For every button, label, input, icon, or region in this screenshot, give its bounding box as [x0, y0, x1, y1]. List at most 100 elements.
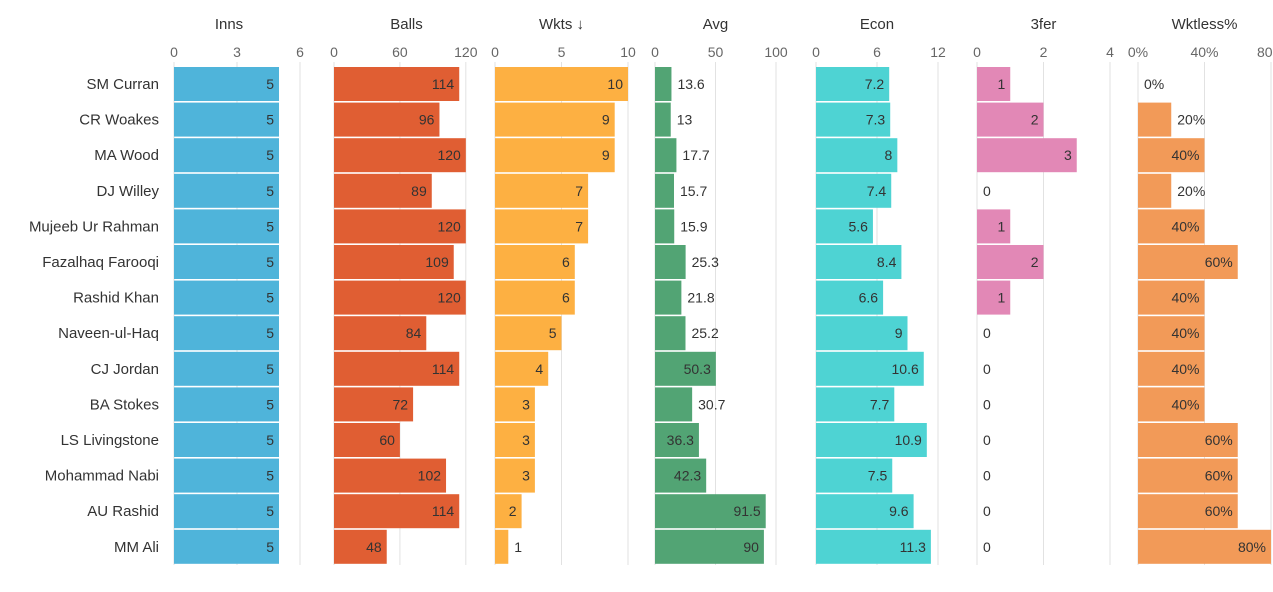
bar — [174, 387, 279, 422]
bar — [495, 316, 562, 351]
value-label: 10 — [607, 76, 623, 92]
bar — [655, 280, 682, 315]
value-label: 60% — [1205, 432, 1233, 448]
panel-1: Balls 0 60 120 114 96 120 89 120 109 120 84 114 72 60 1… — [330, 16, 478, 565]
bar — [816, 387, 895, 422]
value-label: 5 — [266, 76, 274, 92]
value-label: 2 — [1031, 112, 1039, 128]
player-name: BA Stokes — [90, 396, 159, 413]
panel-3: Avg 0 50 100 13.6 13 17.7 15.7 15.9 25.3 21.8 25.2 5… — [651, 16, 788, 565]
tick-label: 120 — [454, 44, 478, 60]
tick-label: 0% — [1128, 44, 1148, 60]
value-label: 0 — [983, 183, 991, 199]
bar — [174, 173, 279, 208]
value-label: 80% — [1238, 539, 1266, 555]
value-label: 0 — [983, 396, 991, 412]
tick-label: 6 — [873, 44, 881, 60]
bar — [334, 67, 460, 101]
bar — [334, 423, 400, 457]
tick-label: 100 — [764, 44, 788, 60]
bar — [1138, 494, 1238, 529]
bar — [1138, 209, 1205, 244]
player-name: MA Wood — [94, 147, 159, 164]
panel-header: Avg — [703, 16, 729, 33]
bar — [334, 102, 440, 137]
bar — [495, 494, 522, 529]
value-label: 60 — [379, 432, 395, 448]
bar — [495, 67, 628, 101]
value-label: 8.4 — [877, 254, 897, 270]
value-label: 2 — [509, 503, 517, 519]
bar — [334, 387, 414, 422]
bar — [816, 316, 908, 351]
tick-label: 50 — [708, 44, 724, 60]
value-label: 120 — [437, 290, 461, 306]
panel-header: Wktless% — [1172, 16, 1238, 33]
bar — [174, 423, 279, 457]
bar — [977, 209, 1011, 244]
value-label: 1 — [997, 218, 1005, 234]
value-label: 40% — [1171, 290, 1199, 306]
bar — [334, 529, 387, 564]
value-label: 5 — [266, 112, 274, 128]
bar — [495, 102, 615, 137]
panel-header: Wkts ↓ — [539, 16, 584, 33]
value-label: 1 — [997, 76, 1005, 92]
bar — [977, 67, 1011, 101]
value-label: 0 — [983, 432, 991, 448]
tick-label: 60 — [392, 44, 408, 60]
value-label: 1 — [997, 290, 1005, 306]
tick-label: 12 — [930, 44, 946, 60]
player-name: Rashid Khan — [73, 290, 159, 307]
value-label: 40% — [1171, 396, 1199, 412]
value-label: 40% — [1171, 325, 1199, 341]
value-label: 10.6 — [892, 361, 919, 377]
bar — [1138, 316, 1205, 351]
bar — [495, 529, 509, 564]
value-label: 6 — [562, 254, 570, 270]
bar — [495, 245, 575, 279]
value-label: 11.3 — [900, 539, 926, 555]
bar — [1138, 529, 1271, 564]
bar — [174, 280, 279, 315]
player-name: DJ Willey — [97, 183, 160, 200]
value-label: 5 — [266, 290, 274, 306]
value-label: 25.3 — [692, 254, 719, 270]
value-label: 21.8 — [687, 290, 714, 306]
bar — [816, 67, 890, 101]
value-label: 109 — [425, 254, 449, 270]
value-label: 13.6 — [677, 76, 704, 92]
value-label: 5 — [266, 432, 274, 448]
value-label: 1 — [514, 539, 522, 555]
value-label: 5 — [266, 325, 274, 341]
bar — [1138, 173, 1172, 208]
bar — [655, 423, 699, 457]
value-label: 120 — [437, 147, 461, 163]
value-label: 84 — [406, 325, 422, 341]
tick-label: 10 — [620, 44, 636, 60]
bar — [1138, 138, 1205, 173]
player-name: AU Rashid — [87, 503, 159, 520]
bar — [655, 245, 686, 279]
value-label: 60% — [1205, 503, 1233, 519]
tick-label: 0 — [170, 44, 178, 60]
bar — [1138, 387, 1205, 422]
tick-label: 3 — [233, 44, 241, 60]
value-label: 5 — [266, 396, 274, 412]
value-label: 6.6 — [859, 290, 879, 306]
value-label: 48 — [366, 539, 382, 555]
value-label: 7 — [575, 183, 583, 199]
value-label: 9.6 — [889, 503, 909, 519]
value-label: 30.7 — [698, 396, 725, 412]
bar — [655, 529, 764, 564]
value-label: 17.7 — [682, 147, 709, 163]
bar — [174, 245, 279, 279]
value-label: 0% — [1144, 76, 1164, 92]
value-label: 15.9 — [680, 218, 707, 234]
bar — [655, 494, 766, 529]
bar — [655, 316, 686, 351]
bar — [334, 245, 454, 279]
value-label: 5 — [266, 147, 274, 163]
value-label: 7.7 — [870, 396, 890, 412]
value-label: 7.3 — [866, 112, 886, 128]
